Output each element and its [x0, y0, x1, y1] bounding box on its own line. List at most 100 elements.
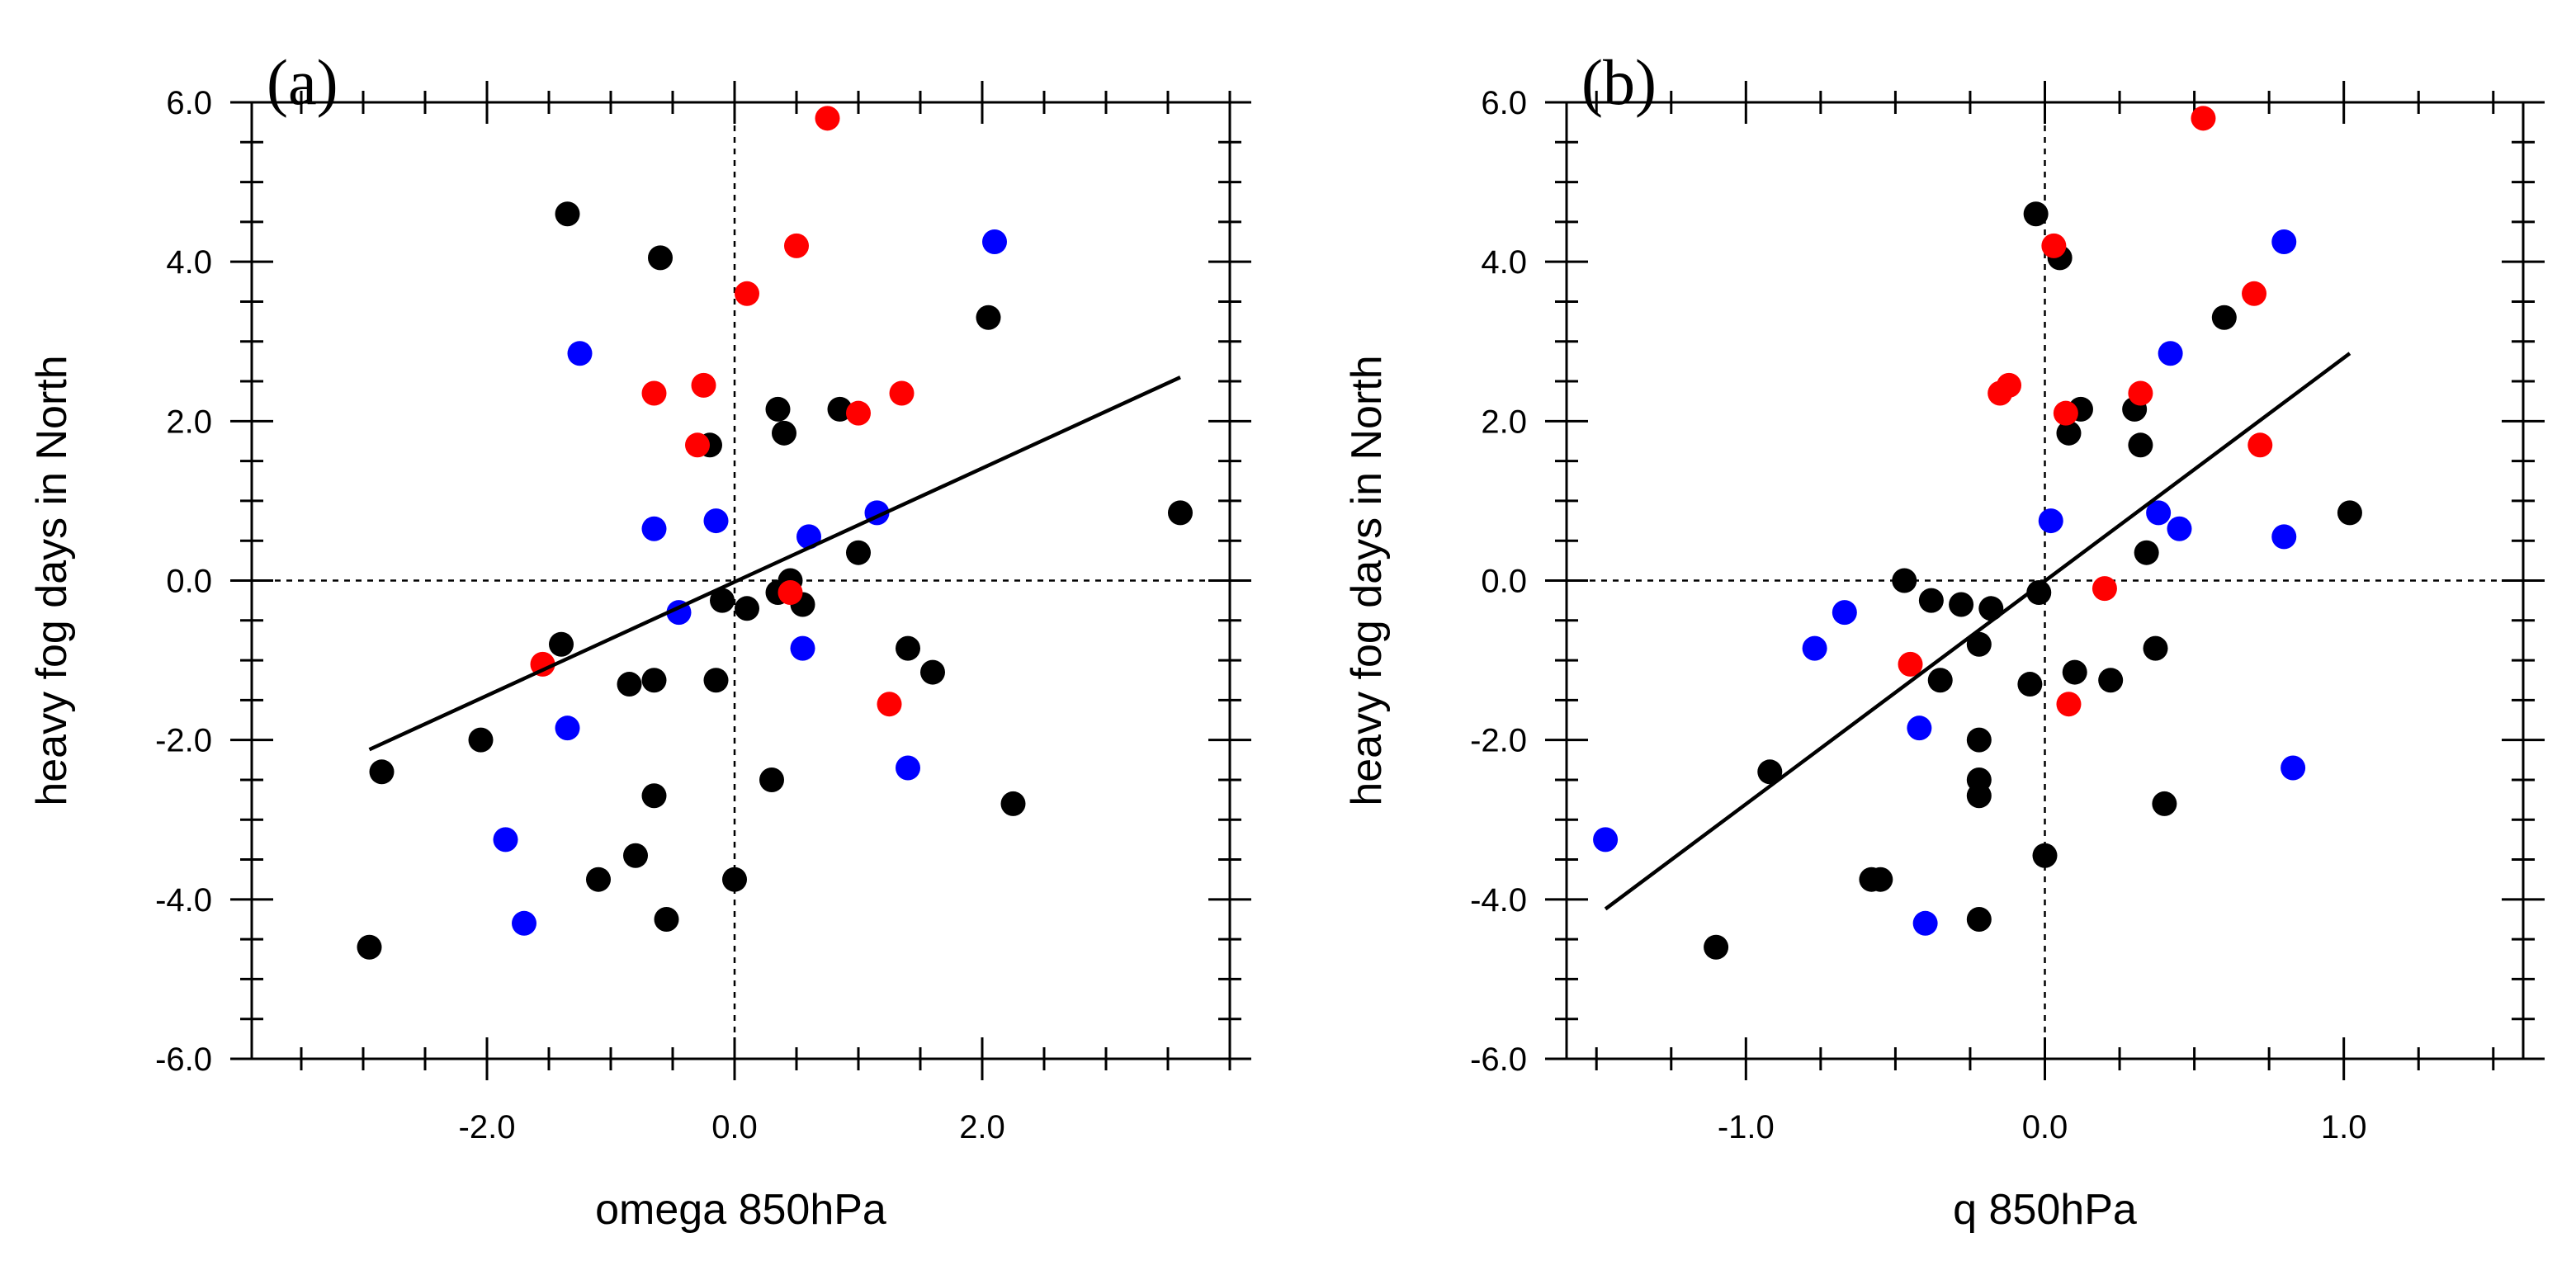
chart-b-point-black — [2128, 432, 2153, 458]
chart-a-point-black — [369, 759, 395, 785]
chart-a-point-black — [617, 672, 642, 697]
chart-a-point-black — [1000, 791, 1026, 816]
chart-b-point-black — [1949, 592, 1974, 617]
chart-b-point-black — [1918, 588, 1944, 613]
chart-a-point-black — [357, 934, 382, 960]
chart-a-point-blue — [555, 716, 580, 741]
chart-b-y-tick-label: 4.0 — [1481, 244, 1527, 281]
chart-b-point-black — [1966, 631, 1992, 657]
chart-a-point-red — [641, 380, 667, 406]
chart-b-point-black — [2026, 579, 2052, 605]
chart-b-point-black — [2023, 201, 2049, 227]
chart-a-point-black — [896, 635, 920, 661]
chart-a-point-blue — [982, 229, 1007, 255]
chart-a-point-black — [710, 588, 735, 613]
chart-a-point-black — [759, 767, 784, 792]
chart-b-y-tick-label: -6.0 — [1470, 1041, 1527, 1078]
chart-b-point-black — [1704, 934, 1729, 960]
chart-a-y-tick-label: -6.0 — [155, 1041, 212, 1078]
chart-b-point-red — [2041, 233, 2067, 258]
chart-a-point-black — [722, 867, 747, 892]
chart-b-point-black — [1927, 668, 1953, 693]
chart-b-y-axis-label: heavy fog days in North — [1343, 355, 1391, 805]
chart-b-panel-label: (b) — [1581, 46, 1657, 118]
chart-b-point-black — [1978, 596, 2004, 621]
chart-b-point-black — [1966, 906, 1992, 932]
chart-b-y-tick-label: 2.0 — [1481, 404, 1527, 440]
chart-a-x-axis-label: omega 850hPa — [595, 1186, 886, 1234]
chart-b-point-blue — [1593, 827, 1619, 852]
chart-b-point-red — [2056, 692, 2082, 717]
chart-b-point-blue — [2146, 500, 2172, 526]
chart-b-x-tick-label: 1.0 — [2321, 1109, 2367, 1145]
chart-b-point-red — [1898, 651, 1923, 677]
chart-b-point-black — [2056, 420, 2082, 446]
chart-a-point-red — [735, 281, 759, 306]
chart-a-point-red — [846, 400, 871, 426]
chart-b-point-red — [2191, 106, 2216, 131]
chart-a-point-black — [703, 668, 729, 693]
chart-a-point-red — [685, 432, 710, 458]
chart-a-y-tick-label: 6.0 — [166, 85, 212, 121]
chart-b-point-blue — [2271, 229, 2297, 255]
chart-b-point-black — [1966, 727, 1992, 753]
chart-b-point-blue — [1832, 600, 1857, 626]
chart-a-point-black — [827, 396, 853, 422]
chart-a-point-black — [623, 843, 648, 868]
chart-b-y-tick-label: 0.0 — [1481, 564, 1527, 600]
chart-b-point-red — [2128, 380, 2153, 406]
chart-a-point-blue — [641, 516, 667, 541]
chart-b-y-tick-label: 6.0 — [1481, 85, 1527, 121]
chart-a-point-blue — [493, 827, 518, 852]
chart-b-point-red — [2092, 576, 2117, 602]
chart-a-point-black — [654, 906, 679, 932]
chart-b-regression-line — [1604, 352, 2351, 911]
chart-b-point-blue — [2281, 755, 2306, 781]
chart-b-point-blue — [2158, 341, 2183, 366]
chart-b-point-blue — [1802, 635, 1827, 661]
chart-b-point-black — [2337, 500, 2362, 526]
panel-a: -2.0 0.0 2.0 -6.0 -4.0 -2.0 0.0 2.0 4.0 6.0 omega … — [28, 46, 1251, 1234]
chart-b-y-tick-label: -4.0 — [1470, 882, 1527, 919]
chart-a-point-black — [765, 396, 791, 422]
chart-b-x-tick-label: 0.0 — [2022, 1109, 2068, 1145]
chart-a-point-red — [784, 233, 809, 258]
chart-b-point-black — [1757, 759, 1783, 785]
chart-a-y-tick-label: -2.0 — [155, 723, 212, 759]
chart-b-y-tick-label: -2.0 — [1470, 723, 1527, 759]
chart-b-point-black — [2152, 791, 2177, 816]
chart-b-point-blue — [2271, 524, 2297, 550]
chart-a-point-red — [778, 579, 803, 605]
chart-a-point-black — [549, 631, 574, 657]
chart-a-point-black — [586, 867, 611, 892]
chart-a-panel-label: (a) — [267, 46, 338, 118]
chart-b-point-black — [2017, 672, 2043, 697]
chart-b-point-blue — [2167, 516, 2192, 541]
chart-a-y-tick-label: 2.0 — [166, 404, 212, 440]
chart-a-point-red — [815, 106, 840, 131]
chart-a-point-red — [889, 380, 915, 406]
chart-b-point-blue — [1912, 910, 1938, 936]
chart-a-point-black — [641, 783, 667, 809]
chart-a-y-tick-label: 4.0 — [166, 244, 212, 281]
chart-a-y-tick-label: 0.0 — [166, 564, 212, 600]
chart-a-point-red — [877, 692, 902, 717]
chart-a-point-black — [772, 420, 796, 446]
chart-b-x-tick-label: -1.0 — [1718, 1109, 1775, 1145]
chart-b-point-black — [1868, 867, 1893, 892]
chart-a-point-black — [1168, 500, 1193, 526]
chart-a-point-red — [691, 372, 716, 398]
chart-a-point-black — [555, 201, 580, 227]
chart-a-regression-line — [368, 375, 1181, 752]
chart-a-point-black — [468, 727, 494, 753]
chart-a-point-black — [976, 305, 1001, 330]
chart-a-x-tick-label: 2.0 — [959, 1109, 1005, 1145]
chart-b-point-black — [2062, 659, 2087, 685]
chart-b-point-blue — [1907, 716, 1932, 741]
chart-a-point-black — [846, 540, 871, 565]
panel-b: -1.0 0.0 1.0 -6.0 -4.0 -2.0 0.0 2.0 4.0 6.0 q 850h… — [1343, 46, 2545, 1234]
chart-a-point-blue — [512, 910, 536, 936]
chart-a-y-axis-label: heavy fog days in North — [28, 355, 76, 805]
chart-b-point-red — [1997, 372, 2022, 398]
chart-a-x-tick-label: 0.0 — [711, 1109, 758, 1145]
